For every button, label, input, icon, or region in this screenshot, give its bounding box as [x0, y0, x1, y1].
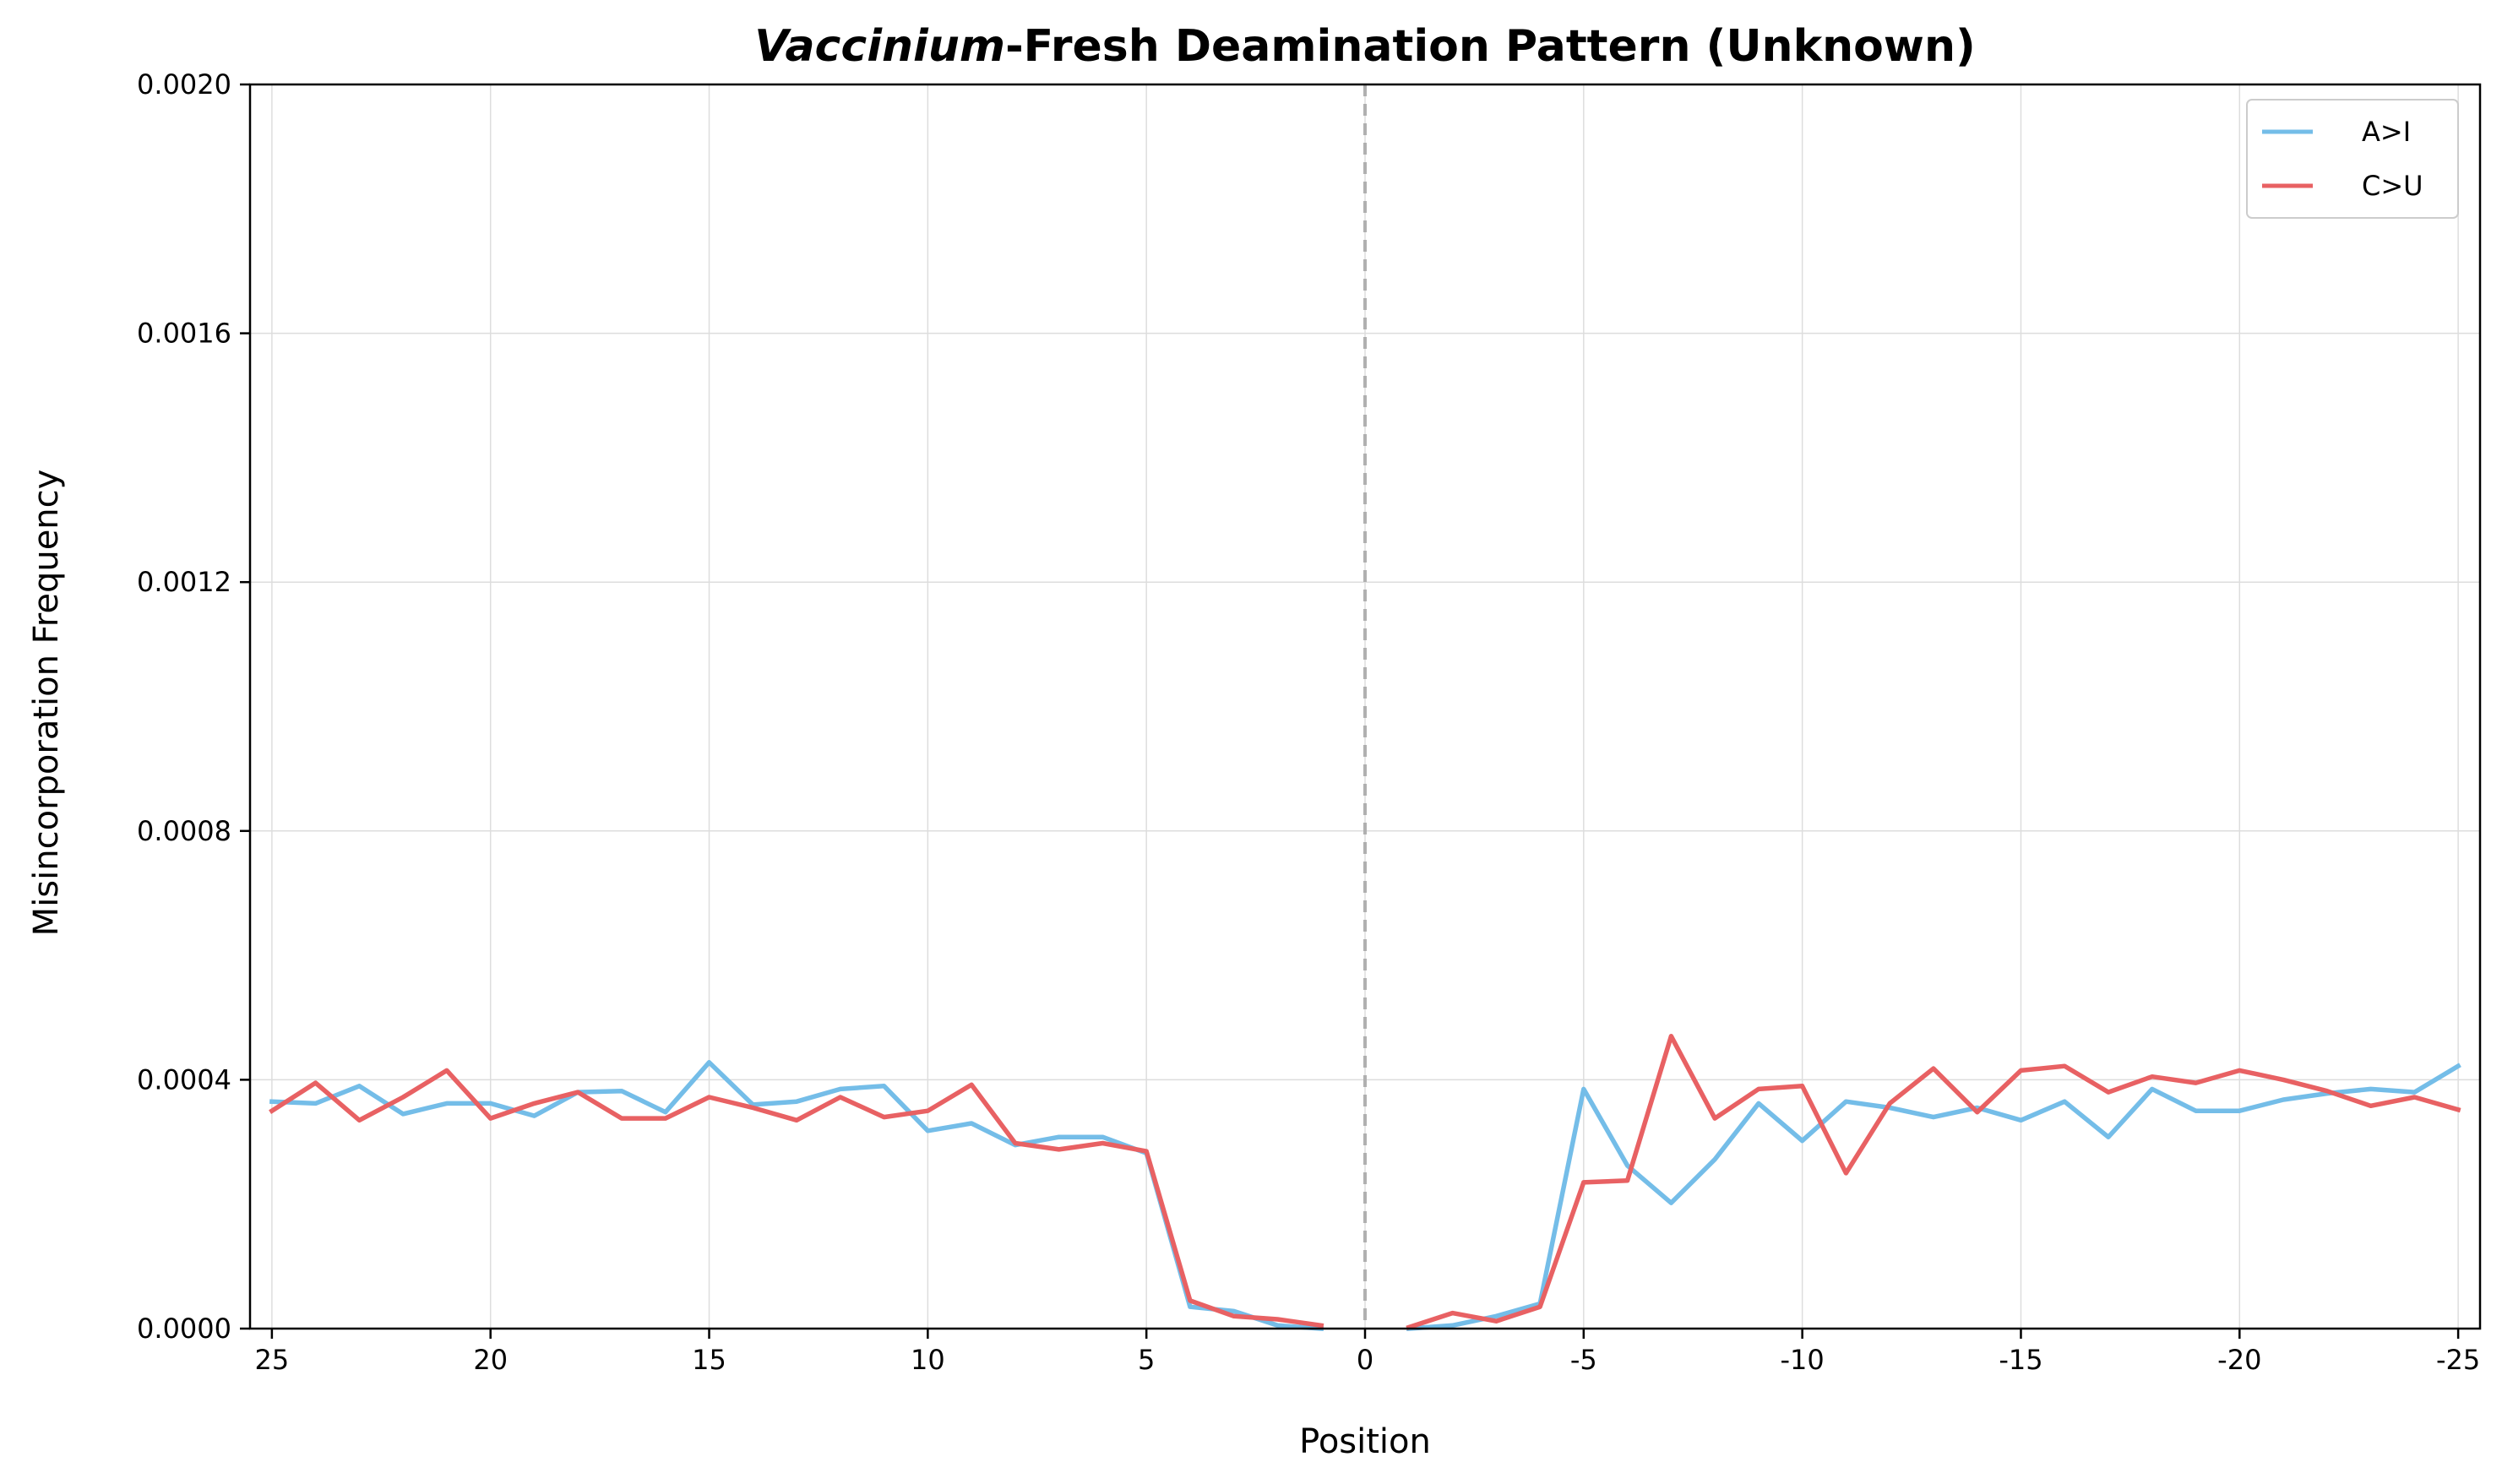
y-tick-label-3: 0.0012 [137, 566, 231, 598]
x-axis-label: Position [1299, 1422, 1431, 1461]
y-tick-label-0: 0.0000 [137, 1313, 231, 1345]
legend-label-a-to-i: A>I [2362, 116, 2411, 148]
chart-title-rest: -Fresh Deamination Pattern (Unknown) [1005, 21, 1976, 72]
x-tick-label-8: -15 [1999, 1344, 2042, 1376]
series-line-1-segment-0 [269, 1068, 1324, 1329]
series-line-1-segment-1 [1406, 1034, 2461, 1330]
y-tick-label-2: 0.0008 [137, 815, 231, 847]
y-axis-ticks: 0.0000 0.0004 0.0008 0.0012 0.0016 0.0020 [137, 68, 250, 1345]
series-lines [269, 1034, 2461, 1331]
x-tick-label-4: 5 [1138, 1344, 1155, 1376]
legend-label-c-to-u: C>U [2362, 170, 2423, 202]
x-tick-label-10: -25 [2436, 1344, 2480, 1376]
x-tick-label-3: 10 [911, 1344, 945, 1376]
x-axis-ticks: 25 20 15 10 5 0 -5 -10 -15 -20 -25 [255, 1329, 2480, 1376]
chart-title: Vaccinium-Fresh Deamination Pattern (Unk… [754, 21, 1975, 72]
legend-box [2246, 99, 2459, 219]
x-tick-label-0: 25 [255, 1344, 290, 1376]
x-tick-label-2: 15 [692, 1344, 726, 1376]
y-tick-label-1: 0.0004 [137, 1063, 231, 1095]
x-tick-label-7: -10 [1781, 1344, 1825, 1376]
chart-title-italic: Vaccinium [754, 21, 1005, 72]
y-tick-label-4: 0.0016 [137, 318, 231, 350]
series-line-0-segment-1 [1406, 1063, 2461, 1331]
y-axis-label: Misincorporation Frequency [27, 470, 66, 937]
x-tick-label-6: -5 [1570, 1344, 1597, 1376]
x-tick-label-9: -20 [2217, 1344, 2261, 1376]
y-tick-label-5: 0.0020 [137, 68, 231, 101]
legend: A>I C>U [2246, 99, 2459, 219]
x-tick-label-5: 0 [1357, 1344, 1373, 1376]
x-tick-label-1: 20 [473, 1344, 508, 1376]
